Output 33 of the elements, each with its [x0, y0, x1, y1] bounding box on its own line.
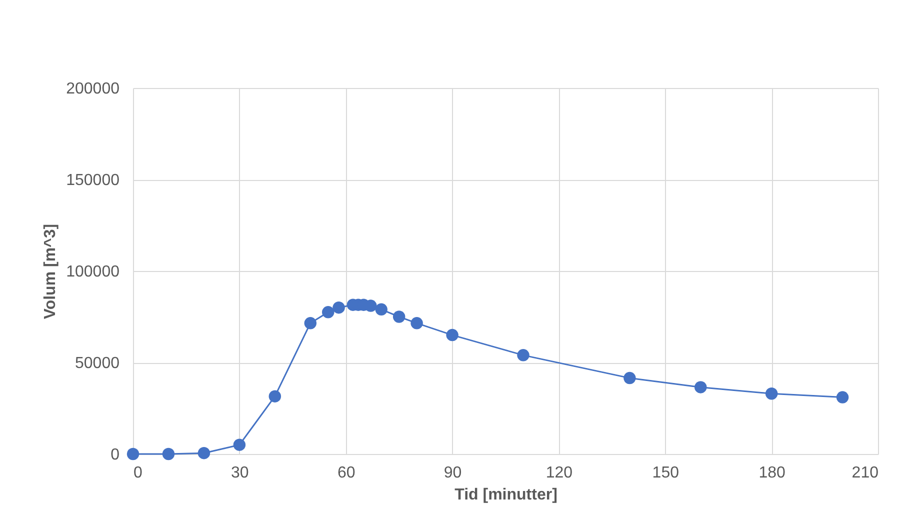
y-tick-label: 100000: [66, 264, 120, 280]
x-axis-title: Tid [minutter]: [454, 486, 558, 504]
point: [765, 388, 778, 400]
point: [446, 328, 458, 342]
point: [198, 446, 210, 460]
x-tick-label: 180: [758, 464, 786, 482]
point: [322, 306, 334, 318]
point: [392, 310, 406, 323]
point: [126, 448, 140, 460]
x-tick-label: 0: [134, 464, 142, 482]
x-tick-label: 30: [231, 464, 249, 482]
x-tick-label: 90: [444, 464, 462, 482]
point: [233, 438, 246, 451]
x-tick-label: 60: [337, 464, 356, 482]
point: [162, 448, 175, 460]
point: [624, 372, 636, 384]
point: [268, 390, 282, 402]
y-tick-label: 200000: [66, 80, 120, 98]
point: [375, 303, 388, 316]
point: [694, 381, 707, 394]
x-tick-label: 120: [546, 464, 573, 482]
point: [364, 300, 377, 312]
point: [410, 317, 423, 330]
x-tick-label: 150: [652, 464, 680, 482]
y-tick-label: 50000: [75, 355, 120, 372]
point: [304, 317, 317, 330]
x-tick-label: 210: [852, 464, 879, 482]
point: [836, 391, 849, 404]
y-tick-label: 0: [110, 446, 120, 464]
point: [332, 301, 345, 314]
y-tick-label: 150000: [66, 172, 120, 189]
point: [517, 349, 530, 362]
y-axis-title: Volum [m^3]: [42, 224, 60, 320]
